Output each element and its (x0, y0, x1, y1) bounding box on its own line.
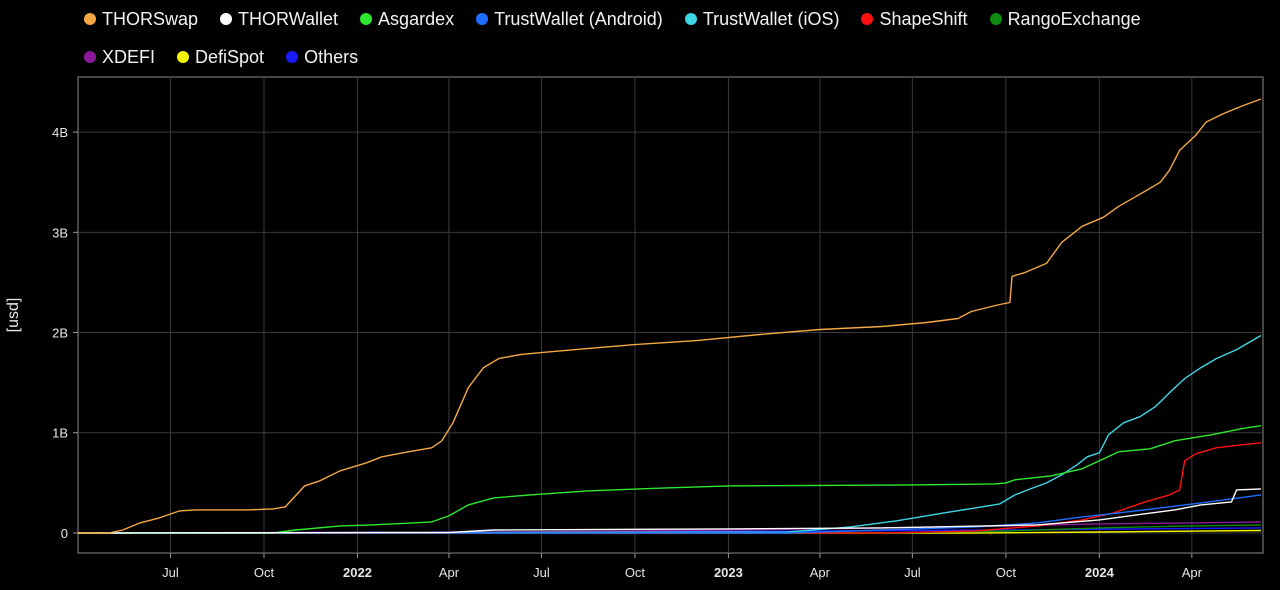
series-line-thorswap (78, 98, 1262, 534)
legend-row-2: XDEFI DefiSpot Others (84, 44, 1264, 70)
legend-label: RangoExchange (1007, 8, 1141, 29)
plot-frame (77, 76, 1264, 554)
y-tick-label: 4B (52, 125, 68, 140)
series-line-trustwallet-android (78, 494, 1262, 534)
legend-label: Asgardex (378, 8, 455, 29)
legend-item-trustwallet-ios[interactable]: TrustWallet (iOS) (684, 8, 840, 30)
y-tick-label: 0 (61, 526, 68, 541)
legend-item-thorwallet[interactable]: THORWallet (220, 9, 338, 30)
legend-label: Others (304, 46, 359, 67)
series-line-thorwallet (77, 488, 1262, 534)
legend-label: XDEFI (102, 46, 156, 67)
x-tick-label: 2024 (1085, 565, 1115, 580)
legend-item-rangoexchange[interactable]: RangoExchange (989, 8, 1141, 30)
legend-row-1: THORSwap THORWallet Asgardex TrustWallet… (84, 6, 1264, 32)
legend-marker-trustwallet-android (476, 13, 489, 25)
axes: Jul Oct 2022 Apr Jul Oct 2023 Apr Jul Oct 2024 Apr 0… (52, 125, 1203, 580)
legend-label: TrustWallet (Android) (494, 8, 663, 29)
chart-legend: THORSwap THORWallet Asgardex TrustWallet… (84, 6, 1264, 82)
y-tick-label: 2B (52, 326, 68, 341)
legend-marker-thorwallet (220, 13, 233, 25)
legend-item-shapeshift[interactable]: ShapeShift (861, 8, 968, 30)
legend-item-thorswap[interactable]: THORSwap (84, 9, 198, 30)
series-line-shapeshift (78, 442, 1262, 534)
legend-item-others[interactable]: Others (286, 47, 358, 68)
legend-marker-asgardex (360, 13, 373, 25)
legend-item-asgardex[interactable]: Asgardex (360, 9, 454, 30)
legend-item-xdefi[interactable]: XDEFI (84, 47, 155, 68)
series-line-asgardex (78, 425, 1262, 534)
x-tick-label: Oct (254, 565, 275, 580)
legend-marker-thorswap (84, 13, 96, 25)
x-tick-label: Jul (162, 565, 179, 580)
x-tick-label: Jul (533, 565, 550, 580)
y-tick-label: 1B (52, 426, 68, 441)
x-tick-label: 2022 (343, 565, 372, 580)
grid (77, 76, 1264, 554)
x-tick-label: Apr (810, 565, 831, 580)
legend-label: ShapeShift (879, 8, 968, 29)
series-lines (77, 98, 1262, 534)
legend-item-defispot[interactable]: DefiSpot (177, 47, 264, 68)
legend-marker-xdefi (84, 51, 96, 63)
y-tick-label: 3B (52, 225, 68, 240)
x-tick-label: Oct (625, 565, 646, 580)
legend-label: DefiSpot (195, 46, 265, 67)
legend-marker-others (286, 51, 299, 63)
x-tick-label: Jul (904, 565, 921, 580)
x-tick-label: Oct (996, 565, 1017, 580)
y-axis-label: [usd] (5, 298, 22, 333)
x-tick-label: Apr (439, 565, 460, 580)
x-tick-label: 2023 (714, 565, 743, 580)
series-line-trustwallet-ios (77, 334, 1262, 534)
legend-item-trustwallet-android[interactable]: TrustWallet (Android) (476, 9, 663, 30)
legend-label: TrustWallet (iOS) (702, 8, 840, 29)
legend-marker-shapeshift (861, 13, 874, 25)
legend-label: THORSwap (102, 8, 199, 29)
legend-label: THORWallet (238, 8, 339, 29)
legend-marker-trustwallet-ios (684, 13, 697, 25)
x-tick-label: Apr (1182, 565, 1203, 580)
legend-marker-rangoexchange (989, 13, 1002, 25)
legend-marker-defispot (177, 51, 190, 63)
